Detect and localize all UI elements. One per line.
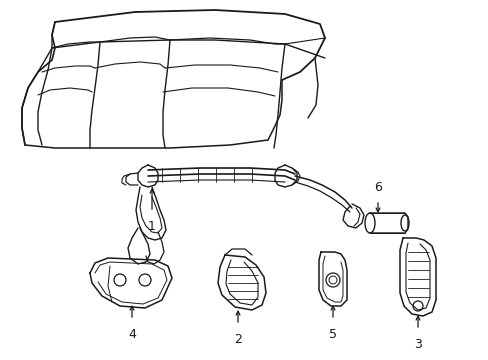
- Text: 2: 2: [234, 333, 242, 346]
- Text: 6: 6: [373, 181, 381, 194]
- Text: 4: 4: [128, 328, 136, 341]
- Text: 1: 1: [148, 220, 156, 233]
- Text: 5: 5: [328, 328, 336, 341]
- Text: 3: 3: [413, 338, 421, 351]
